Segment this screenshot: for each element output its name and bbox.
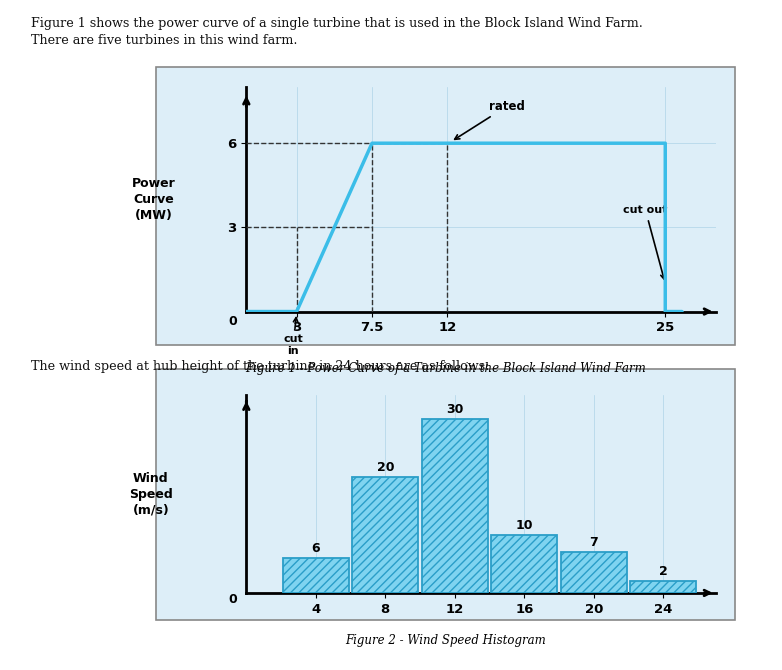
Text: 7: 7 xyxy=(590,537,598,549)
Text: 0: 0 xyxy=(228,315,237,328)
Bar xyxy=(421,419,488,593)
Bar xyxy=(491,535,558,593)
Text: 2: 2 xyxy=(659,565,668,578)
Text: 30: 30 xyxy=(447,403,464,415)
Text: cut out: cut out xyxy=(623,205,668,279)
Text: Figure 1 shows the power curve of a single turbine that is used in the Block Isl: Figure 1 shows the power curve of a sing… xyxy=(31,17,643,47)
Text: The wind speed at hub height of the turbine in 24 hours are as follows:: The wind speed at hub height of the turb… xyxy=(31,360,490,373)
Text: 20: 20 xyxy=(377,461,394,474)
Bar xyxy=(630,582,697,593)
Text: Power
Curve
(MW): Power Curve (MW) xyxy=(132,177,176,222)
Bar xyxy=(283,558,349,593)
Text: 0: 0 xyxy=(228,594,237,606)
Text: 10: 10 xyxy=(515,519,533,532)
Text: cut
in: cut in xyxy=(283,318,303,356)
Text: Wind
Speed
(m/s): Wind Speed (m/s) xyxy=(129,472,173,517)
Text: Figure 1 - Power Curve of a Turbine in the Block Island Wind Farm: Figure 1 - Power Curve of a Turbine in t… xyxy=(246,362,646,375)
Bar xyxy=(353,476,418,593)
Text: Figure 2 - Wind Speed Histogram: Figure 2 - Wind Speed Histogram xyxy=(346,634,546,647)
Text: rated: rated xyxy=(454,100,526,139)
Text: 6: 6 xyxy=(311,542,320,555)
Bar xyxy=(561,552,627,593)
